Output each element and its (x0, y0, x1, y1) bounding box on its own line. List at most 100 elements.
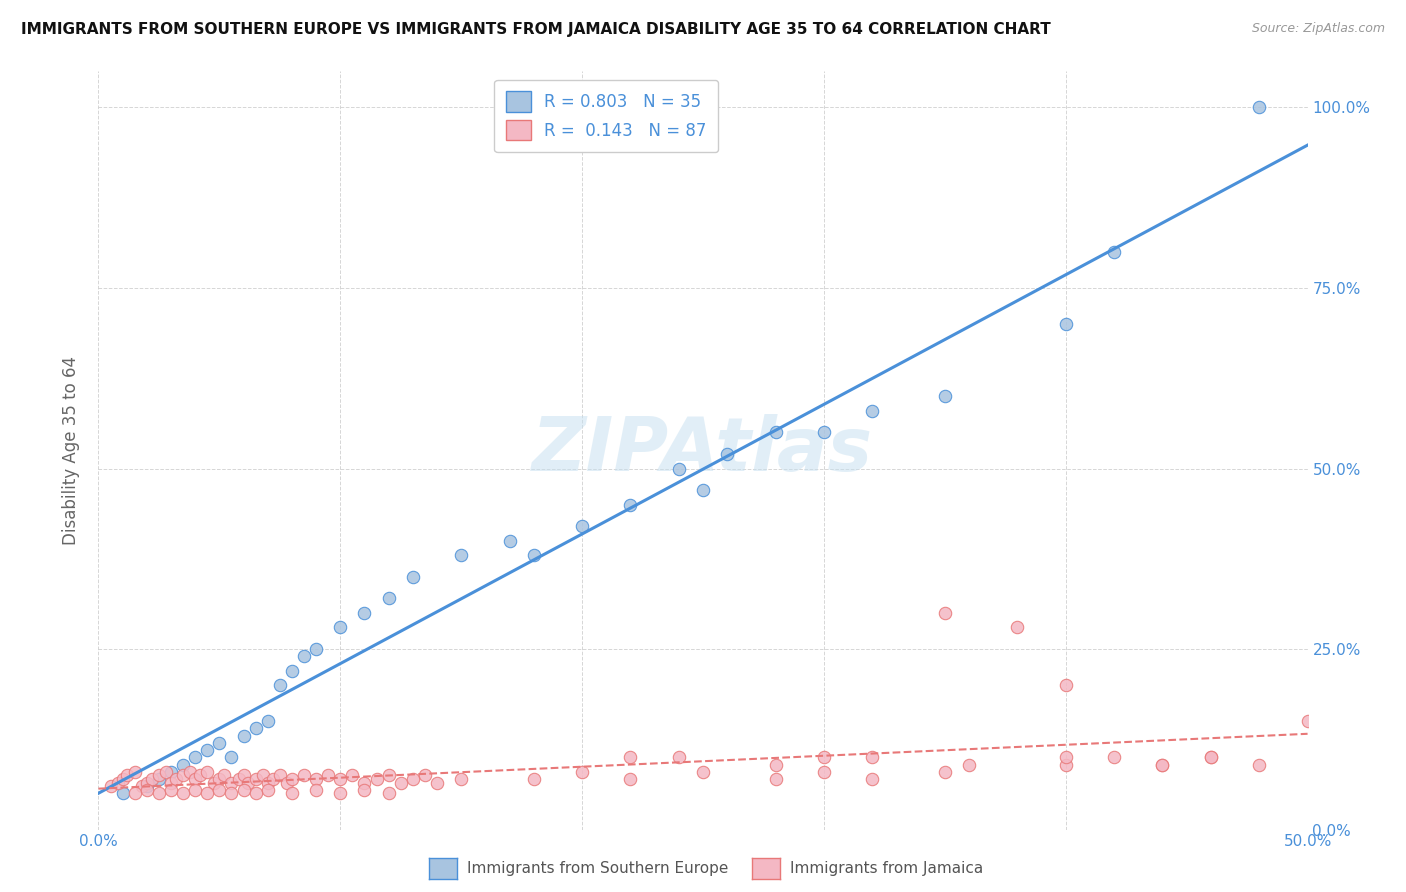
Point (377, 591, 399, 606)
Point (765, 425, 787, 440)
Text: Immigrants from Jamaica: Immigrants from Jamaica (790, 862, 983, 876)
Point (221, 775, 243, 789)
Text: Source: ZipAtlas.com: Source: ZipAtlas.com (1251, 22, 1385, 36)
Point (195, 764, 218, 779)
Point (281, 772, 304, 786)
Point (668, 461, 690, 475)
Point (184, 782, 207, 797)
Point (292, 768, 315, 782)
Point (523, 772, 546, 786)
Point (212, 768, 235, 782)
Point (353, 606, 375, 620)
Point (148, 772, 170, 786)
Point (256, 714, 278, 729)
Point (765, 757, 787, 772)
Point (184, 750, 207, 764)
Point (692, 764, 714, 779)
Point (860, 772, 883, 786)
Point (316, 768, 339, 782)
Point (195, 787, 218, 801)
Point (498, 533, 520, 548)
Point (692, 483, 714, 498)
Point (100, 779, 122, 793)
Point (281, 787, 304, 801)
Point (571, 764, 593, 779)
Point (1296, 714, 1319, 729)
Point (619, 772, 641, 786)
Point (668, 750, 690, 764)
Point (450, 548, 472, 562)
Point (148, 768, 170, 782)
Point (342, 768, 364, 782)
Point (245, 772, 267, 786)
Legend: R = 0.803   N = 35, R =  0.143   N = 87: R = 0.803 N = 35, R = 0.143 N = 87 (495, 79, 718, 152)
Y-axis label: Disability Age 35 to 64: Disability Age 35 to 64 (62, 356, 80, 545)
Point (276, 775, 298, 789)
Point (208, 772, 231, 786)
Point (269, 678, 291, 692)
Point (208, 782, 231, 797)
Point (232, 782, 254, 797)
Point (238, 775, 260, 789)
Point (155, 764, 177, 779)
Point (160, 782, 183, 797)
Point (195, 743, 218, 757)
Point (131, 779, 153, 793)
Point (1054, 678, 1077, 692)
Point (934, 764, 956, 779)
Point (813, 425, 835, 440)
Point (184, 772, 207, 786)
Point (619, 498, 641, 512)
Point (1199, 750, 1222, 764)
Point (389, 775, 412, 789)
Point (262, 772, 284, 786)
Point (135, 782, 157, 797)
Point (117, 768, 139, 782)
Text: Immigrants from Southern Europe: Immigrants from Southern Europe (467, 862, 728, 876)
Point (353, 782, 375, 797)
Point (813, 764, 835, 779)
Point (256, 775, 278, 789)
Text: IMMIGRANTS FROM SOUTHERN EUROPE VS IMMIGRANTS FROM JAMAICA DISABILITY AGE 35 TO : IMMIGRANTS FROM SOUTHERN EUROPE VS IMMIG… (21, 22, 1050, 37)
Point (252, 768, 274, 782)
Point (305, 782, 328, 797)
Point (402, 772, 425, 786)
Point (402, 570, 425, 584)
Point (523, 548, 546, 562)
Point (413, 768, 436, 782)
Point (141, 772, 163, 786)
Point (1199, 750, 1222, 764)
Point (860, 403, 883, 417)
Point (716, 447, 738, 461)
Point (1054, 317, 1077, 331)
Point (221, 750, 243, 764)
Point (377, 768, 399, 782)
Point (765, 772, 787, 786)
Point (1102, 750, 1125, 764)
Point (160, 775, 183, 789)
Point (1249, 100, 1271, 114)
Point (148, 787, 170, 801)
Point (221, 787, 243, 801)
Point (957, 757, 980, 772)
Point (619, 750, 641, 764)
Point (111, 772, 134, 786)
Point (269, 768, 291, 782)
Point (1054, 750, 1077, 764)
Point (281, 664, 304, 678)
Point (188, 768, 211, 782)
Point (256, 782, 278, 797)
Point (329, 787, 352, 801)
Point (292, 649, 315, 664)
Point (165, 772, 187, 786)
Point (179, 764, 201, 779)
Point (107, 775, 129, 789)
Point (124, 787, 146, 801)
Point (353, 775, 375, 789)
Point (208, 736, 231, 750)
Point (172, 787, 194, 801)
Point (172, 768, 194, 782)
Point (228, 772, 250, 786)
Point (1102, 244, 1125, 259)
Point (160, 764, 183, 779)
